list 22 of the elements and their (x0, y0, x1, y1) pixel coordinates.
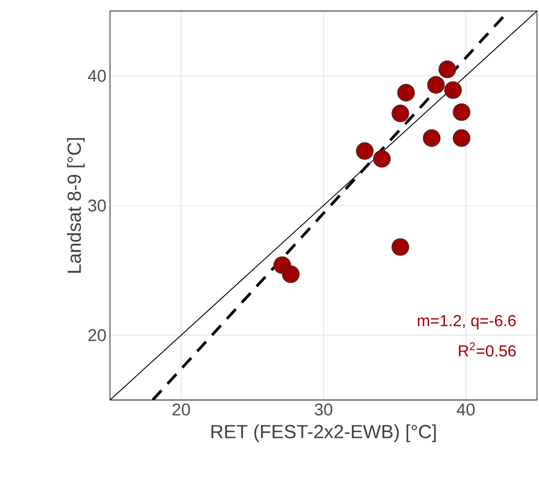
x-tick-label: 30 (314, 404, 332, 416)
x-tick-label: 20 (172, 404, 190, 416)
point (452, 103, 470, 121)
point (438, 60, 456, 78)
x-tick-label: 40 (456, 404, 475, 416)
point (373, 150, 391, 168)
point (282, 265, 300, 284)
point (422, 129, 440, 147)
y-tick-label: 40 (88, 70, 106, 82)
point (452, 129, 470, 147)
point (444, 81, 462, 99)
annotation: m=1.2, q=-6.6 (418, 314, 516, 330)
annotation: R$^{2}$=0.56 (458, 342, 516, 357)
point (392, 104, 410, 122)
point (397, 84, 415, 102)
point (427, 76, 445, 94)
y-tick-label: 20 (88, 329, 106, 342)
point (356, 142, 374, 160)
x-axis-title: RET (FEST-2x2-EWB) [°C] (211, 424, 436, 442)
point (392, 238, 410, 256)
y-tick-label: 30 (88, 199, 106, 212)
y-axis-title: Landsat 8-9 [°C] (67, 138, 85, 273)
